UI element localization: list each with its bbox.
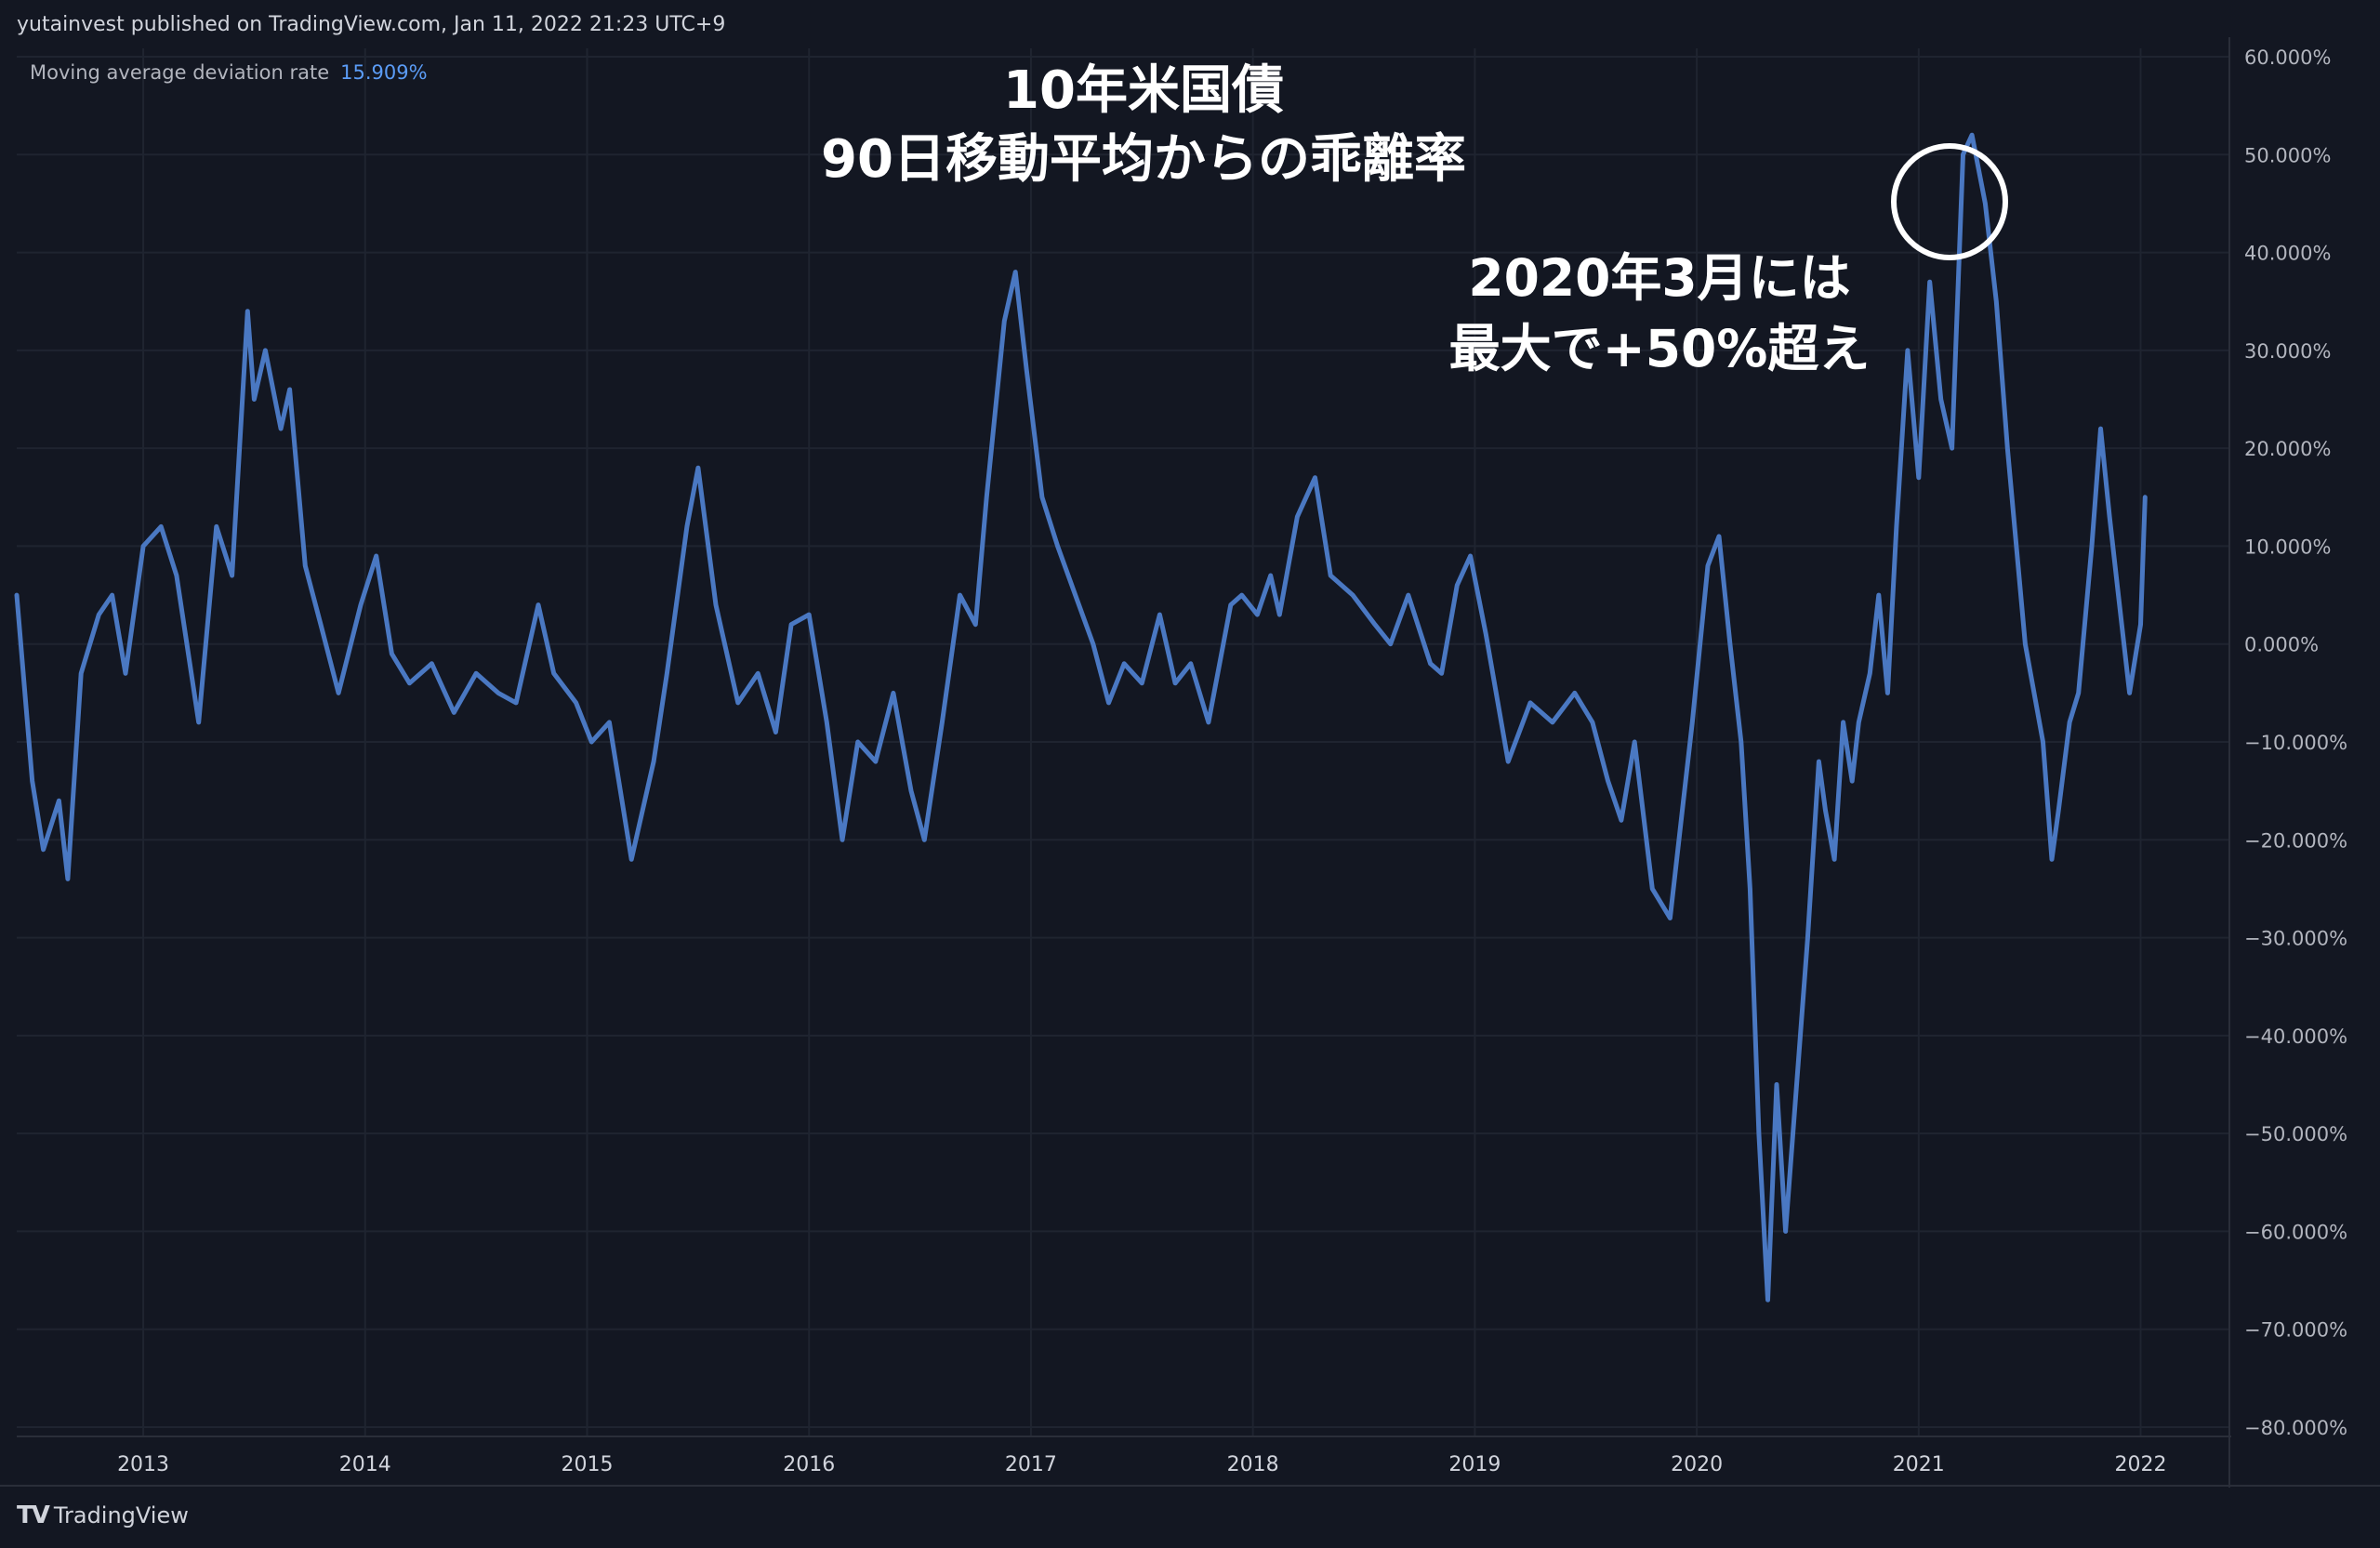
x-tick-label: 2013 <box>117 1453 169 1476</box>
y-axis[interactable]: 60.000% 50.000% 40.000% 30.000% 20.000% 10.00… <box>2244 46 2347 1439</box>
highlight-circle <box>1891 143 2008 260</box>
y-tick-label: 20.000% <box>2244 438 2331 460</box>
title-line-2: 90日移動平均からの乖離率 <box>821 129 1466 190</box>
x-tick-label: 2016 <box>783 1453 835 1476</box>
x-tick-label: 2018 <box>1227 1453 1279 1476</box>
y-tick-label: −80.000% <box>2244 1417 2347 1439</box>
footer-brand[interactable]: TV TradingView <box>17 1502 189 1529</box>
series-group <box>14 132 2148 1303</box>
y-tick-label: −20.000% <box>2244 829 2347 852</box>
title-line-1: 10年米国債 <box>1003 60 1284 121</box>
y-tick-label: 50.000% <box>2244 144 2331 166</box>
y-tick-label: −50.000% <box>2244 1123 2347 1145</box>
annotation-line-2: 最大で+50%超え <box>1448 319 1871 378</box>
x-tick-label: 2022 <box>2115 1453 2167 1476</box>
y-tick-label: 30.000% <box>2244 340 2331 363</box>
legend-value: 15.909% <box>340 61 428 84</box>
y-tick-label: −10.000% <box>2244 732 2347 754</box>
y-tick-label: −60.000% <box>2244 1221 2347 1243</box>
x-tick-label: 2020 <box>1671 1453 1723 1476</box>
brand-name: TradingView <box>53 1502 189 1528</box>
y-tick-label: 0.000% <box>2244 634 2319 656</box>
chart-frame <box>0 37 2380 1488</box>
y-tick-label: 60.000% <box>2244 46 2331 69</box>
legend[interactable]: Moving average deviation rate 15.909% <box>30 61 428 84</box>
x-tick-label: 2015 <box>562 1453 614 1476</box>
y-tick-label: 10.000% <box>2244 536 2331 558</box>
x-axis[interactable]: 2013 2014 2015 2016 2017 2018 2019 2020 2021 2022 <box>117 1453 2166 1476</box>
tradingview-logo-icon: TV <box>17 1502 50 1529</box>
legend-name: Moving average deviation rate <box>30 61 330 84</box>
grid <box>17 48 2229 1436</box>
y-tick-label: 40.000% <box>2244 243 2331 265</box>
x-tick-label: 2014 <box>339 1453 391 1476</box>
y-tick-label: −40.000% <box>2244 1025 2347 1048</box>
y-tick-label: −30.000% <box>2244 928 2347 950</box>
x-tick-label: 2021 <box>1893 1453 1945 1476</box>
series-line <box>14 132 2148 1303</box>
y-tick-label: −70.000% <box>2244 1319 2347 1342</box>
x-tick-label: 2017 <box>1005 1453 1057 1476</box>
annotation-line-1: 2020年3月には <box>1468 248 1851 308</box>
x-tick-label: 2019 <box>1448 1453 1501 1476</box>
publisher-credit: yutainvest published on TradingView.com,… <box>17 13 726 36</box>
